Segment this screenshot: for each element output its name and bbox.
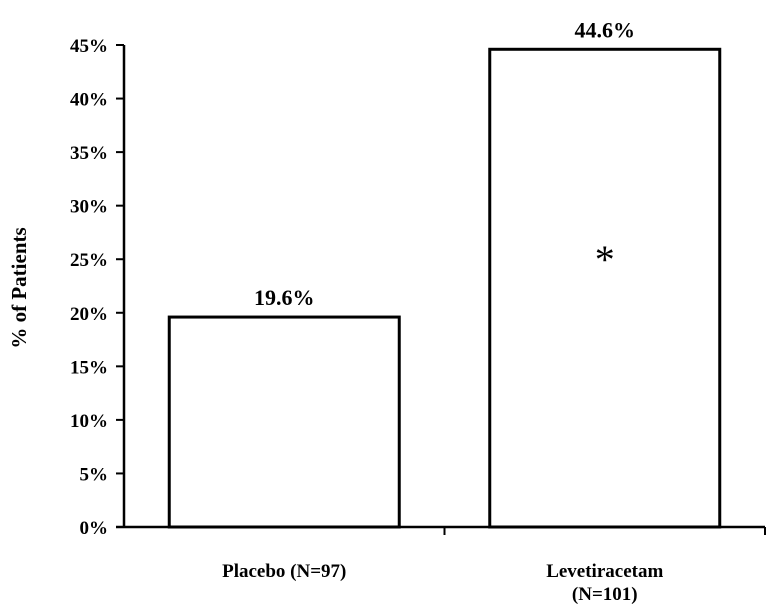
y-tick-label: 10% (70, 411, 108, 432)
y-tick-label: 45% (70, 36, 108, 57)
data-label: 19.6% (254, 285, 315, 310)
x-axis: Placebo (N=97) Levetiracetam (N=101) (116, 525, 766, 604)
x-tick-label: Placebo (N=97) (222, 561, 346, 582)
y-tick-label: 25% (70, 250, 108, 271)
bar (488, 47, 722, 529)
y-tick-label: 20% (70, 304, 108, 325)
y-tick-label: 5% (80, 464, 109, 485)
significance-asterisk: * (595, 237, 615, 282)
y-tick-label: 0% (80, 518, 109, 539)
data-labels: 19.6% 44.6% * (254, 17, 635, 310)
x-tick-label: Levetiracetam (N=101) (546, 561, 663, 604)
y-axis: 0% 5% 10% 15% 20% 25% 30% 35% 40% 45% (70, 36, 126, 539)
data-label: 44.6% (575, 17, 636, 42)
y-tick-label: 15% (70, 357, 108, 378)
bars (167, 47, 722, 529)
y-tick-label: 35% (70, 143, 108, 164)
bar (167, 315, 401, 529)
y-tick-label: 30% (70, 197, 108, 218)
y-tick-label: 40% (70, 90, 108, 111)
y-axis-label: % of Patients (7, 227, 31, 348)
